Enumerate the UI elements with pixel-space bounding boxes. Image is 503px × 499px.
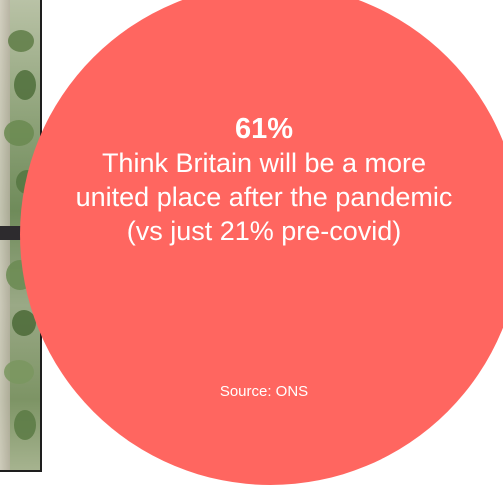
- photo-foliage: [12, 310, 36, 336]
- source-note: Source: ONS: [219, 383, 309, 400]
- stat-callout: 61% Think Britain will be a more united …: [62, 112, 466, 248]
- photo-foliage: [4, 360, 34, 384]
- photo-foliage: [14, 70, 36, 100]
- statistic-description: Think Britain will be a more united plac…: [75, 148, 453, 246]
- highlight-circle: [20, 0, 503, 485]
- photo-foliage: [14, 410, 36, 440]
- photo-foliage: [4, 120, 34, 146]
- statistic-value: 61%: [234, 113, 294, 145]
- photo-foliage: [8, 30, 34, 52]
